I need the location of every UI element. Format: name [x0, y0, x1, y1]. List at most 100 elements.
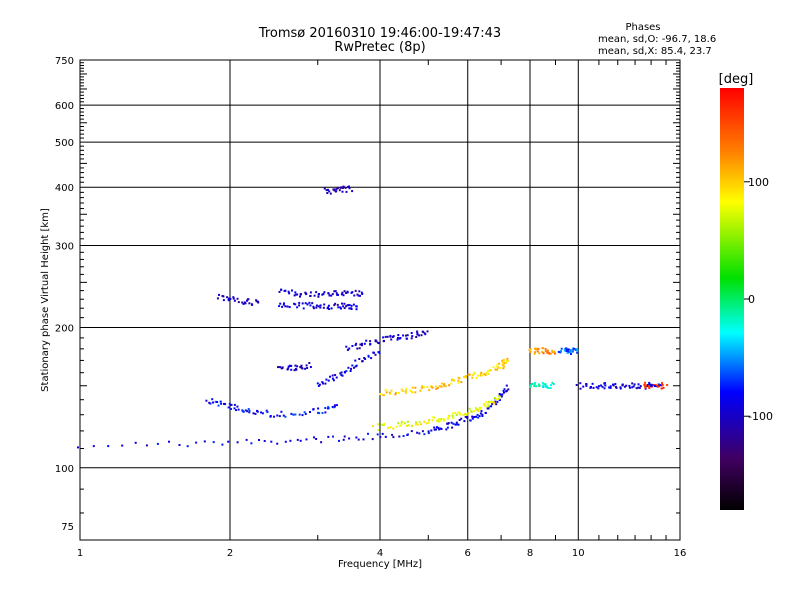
data-point [382, 336, 385, 339]
data-point [334, 302, 337, 305]
data-point [311, 302, 314, 305]
data-point [499, 367, 502, 369]
data-point [286, 305, 289, 308]
data-point [544, 383, 547, 386]
data-point [317, 411, 319, 414]
data-point [477, 416, 480, 419]
data-point [638, 386, 641, 389]
data-point [309, 366, 312, 368]
data-point [284, 440, 287, 443]
data-point [421, 385, 423, 388]
data-point [404, 390, 407, 392]
data-point [339, 306, 342, 309]
data-point [436, 419, 439, 422]
data-point [619, 387, 622, 390]
data-point [501, 359, 504, 362]
data-point [332, 435, 334, 438]
data-point [247, 408, 250, 411]
data-point [220, 402, 223, 405]
data-point [410, 337, 413, 340]
data-point [348, 304, 351, 307]
data-point [318, 293, 320, 295]
data-point [416, 333, 419, 336]
data-point [241, 410, 244, 413]
data-point [331, 406, 334, 408]
data-point [236, 405, 239, 408]
data-point [324, 382, 327, 385]
data-point [324, 411, 327, 414]
data-point [395, 425, 398, 428]
data-point [483, 373, 486, 376]
data-point [244, 302, 247, 305]
data-point [551, 349, 554, 352]
data-point [565, 350, 568, 352]
data-point [411, 425, 413, 428]
data-point [345, 370, 348, 373]
data-point [546, 351, 549, 354]
data-point [324, 407, 327, 409]
data-point [301, 414, 304, 417]
data-point [399, 337, 402, 339]
data-point [355, 436, 358, 439]
data-point [348, 307, 351, 310]
data-point [414, 386, 417, 389]
data-point [407, 424, 410, 427]
data-point [552, 383, 555, 385]
data-point [537, 383, 540, 386]
data-point [340, 374, 343, 376]
data-point [356, 293, 359, 296]
data-point [336, 187, 339, 190]
data-point [476, 374, 479, 377]
data-point [367, 432, 369, 435]
data-point [506, 357, 509, 360]
data-point [631, 382, 634, 385]
data-point [265, 409, 268, 412]
data-point [229, 297, 232, 300]
data-point [418, 420, 421, 423]
data-point [471, 376, 474, 379]
data-point [304, 412, 307, 415]
data-point [549, 387, 552, 390]
data-point [422, 386, 425, 389]
data-point [619, 386, 622, 389]
data-point [543, 383, 546, 386]
data-point [462, 414, 465, 417]
data-point [603, 382, 606, 385]
data-point [473, 410, 476, 412]
data-point [328, 294, 331, 297]
data-point [203, 440, 206, 443]
data-point [351, 364, 354, 367]
data-point [496, 363, 499, 366]
data-point [538, 384, 541, 387]
colorbar-label: [deg] [719, 72, 754, 87]
data-point [597, 385, 600, 388]
data-point [346, 348, 349, 351]
data-point [226, 296, 229, 299]
data-point [603, 387, 606, 390]
data-point [421, 330, 424, 333]
data-point [451, 378, 454, 381]
data-point [546, 385, 548, 388]
data-point [585, 384, 588, 387]
data-point [367, 355, 370, 358]
data-point [405, 334, 407, 337]
data-point [344, 186, 347, 189]
data-point [343, 435, 346, 438]
data-point [107, 445, 110, 448]
data-point [440, 385, 443, 388]
data-point [255, 299, 258, 302]
data-point [211, 398, 214, 401]
data-point [258, 439, 260, 441]
data-point [484, 374, 487, 376]
data-point [529, 350, 532, 353]
data-point [290, 412, 293, 415]
data-point [341, 302, 343, 305]
data-point [650, 384, 653, 387]
data-point [299, 365, 302, 368]
data-point [357, 294, 360, 297]
data-point [497, 398, 500, 400]
data-point [327, 435, 330, 438]
data-point [432, 416, 435, 419]
data-point [254, 412, 257, 415]
data-point [575, 348, 578, 351]
